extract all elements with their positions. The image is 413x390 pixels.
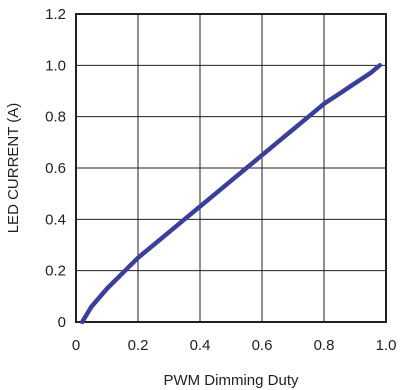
y-tick-label: 0.2 bbox=[45, 263, 66, 280]
x-tick-label: 0 bbox=[72, 337, 80, 354]
y-tick-label: 1.0 bbox=[45, 57, 66, 74]
x-tick-label: 0.4 bbox=[190, 337, 211, 354]
x-axis-label: PWM Dimming Duty bbox=[163, 372, 299, 389]
x-tick-label: 1.0 bbox=[376, 337, 397, 354]
y-tick-label: 0.6 bbox=[45, 160, 66, 177]
y-axis-label: LED CURRENT (A) bbox=[5, 103, 22, 234]
x-tick-label: 0.6 bbox=[252, 337, 273, 354]
x-tick-labels: 0 0.2 0.4 0.6 0.8 1.0 bbox=[72, 337, 397, 354]
plot-frame bbox=[75, 13, 387, 323]
x-tick-label: 0.8 bbox=[314, 337, 335, 354]
series-layer bbox=[79, 63, 383, 325]
y-tick-label: 0 bbox=[58, 314, 66, 331]
y-tick-label: 0.4 bbox=[45, 211, 66, 228]
y-tick-label: 0.8 bbox=[45, 109, 66, 126]
y-tick-labels: 0 0.2 0.4 0.6 0.8 1.0 1.2 bbox=[45, 6, 66, 331]
y-tick-label: 1.2 bbox=[45, 6, 66, 23]
x-tick-label: 0.2 bbox=[128, 337, 149, 354]
series-line bbox=[79, 63, 383, 325]
